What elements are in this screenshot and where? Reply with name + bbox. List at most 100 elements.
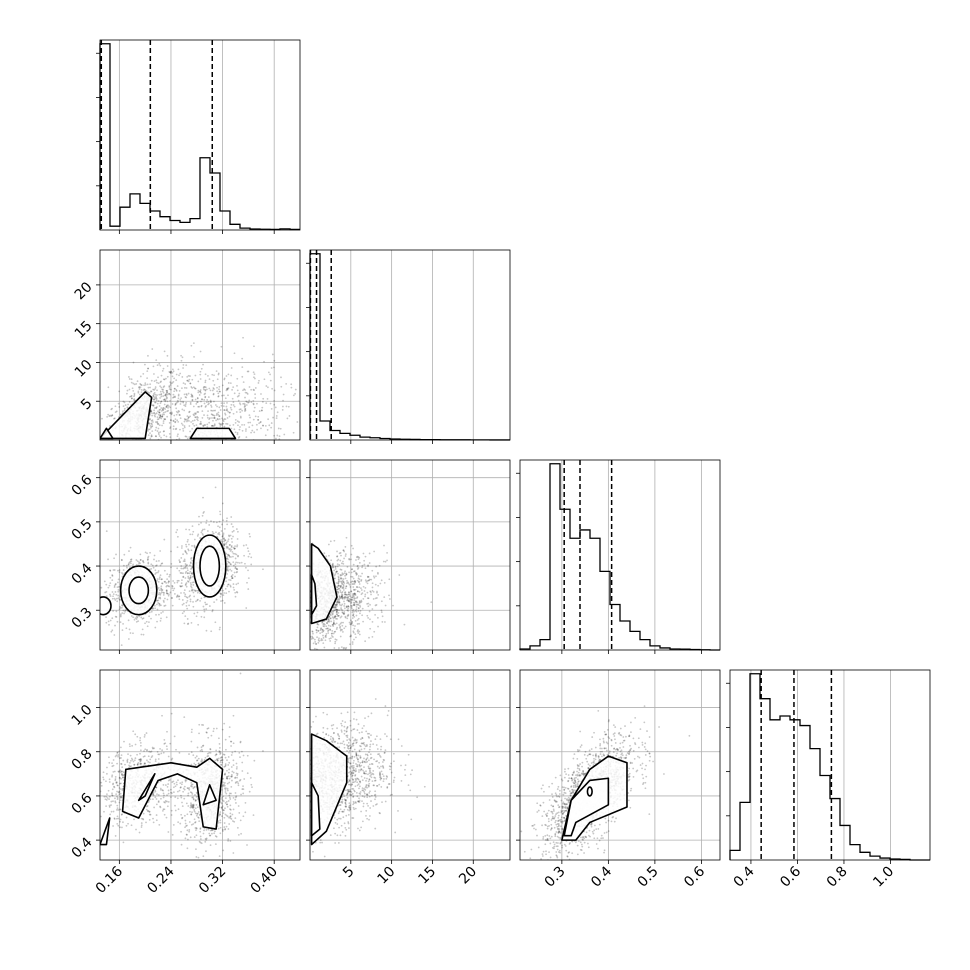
scatter-point: [179, 403, 182, 405]
scatter-point: [203, 398, 206, 401]
scatter-point: [370, 578, 373, 581]
scatter-point: [191, 448, 193, 450]
scatter-point: [190, 386, 193, 388]
scatter-point: [152, 607, 155, 610]
scatter-point: [112, 595, 114, 598]
scatter-point: [216, 417, 219, 420]
scatter-point: [168, 585, 171, 588]
scatter-point: [170, 370, 173, 373]
scatter-point: [343, 597, 346, 600]
scatter-point: [177, 397, 180, 400]
scatter-point: [237, 424, 239, 427]
scatter-point: [361, 607, 364, 610]
scatter-point: [175, 407, 178, 410]
scatter-point: [212, 521, 215, 523]
scatter-point: [369, 627, 372, 630]
scatter-point: [260, 409, 263, 412]
scatter-point: [250, 388, 253, 391]
scatter-point: [133, 394, 136, 396]
scatter-point: [207, 410, 209, 413]
scatter-point: [305, 646, 307, 648]
scatter-point: [202, 386, 205, 389]
scatter-point: [200, 597, 203, 600]
scatter-point: [127, 443, 129, 445]
scatter-point: [148, 428, 151, 431]
scatter-point: [129, 632, 132, 634]
scatter-point: [190, 621, 193, 624]
scatter-point: [267, 386, 269, 389]
scatter-point: [173, 581, 176, 584]
histogram-steps-p2: [519, 463, 720, 651]
scatter-point: [211, 441, 213, 443]
scatter-point: [264, 424, 267, 427]
scatter-point: [361, 564, 364, 567]
scatter-point: [160, 752, 163, 755]
scatter-point: [112, 448, 114, 450]
scatter-point: [336, 588, 339, 591]
scatter-point: [224, 587, 227, 590]
scatter-point: [293, 593, 295, 595]
scatter-point: [286, 454, 288, 456]
scatter-point: [321, 621, 324, 624]
scatter-point: [193, 387, 196, 390]
scatter-point: [263, 626, 265, 628]
scatter-point: [163, 601, 165, 603]
scatter-point: [253, 410, 255, 413]
scatter-point: [307, 613, 309, 615]
scatter-point: [86, 432, 88, 434]
scatter-point: [213, 601, 216, 604]
scatter-point: [139, 562, 141, 565]
scatter-point: [155, 397, 158, 400]
scatter-point: [152, 607, 154, 609]
scatter-point: [123, 774, 125, 776]
scatter-point: [166, 800, 168, 803]
scatter-point: [217, 395, 220, 398]
scatter-point: [170, 758, 173, 761]
scatter-point: [337, 615, 340, 617]
scatter-point: [371, 589, 374, 592]
scatter-point: [165, 404, 168, 407]
scatter-point: [223, 544, 226, 546]
axes-frame: [99, 39, 301, 231]
scatter-point: [166, 592, 169, 595]
scatter-point: [128, 764, 130, 767]
scatter-point: [306, 626, 308, 628]
scatter-point: [264, 434, 267, 437]
scatter-point: [180, 359, 183, 362]
scatter-point: [115, 410, 118, 413]
scatter-point: [229, 534, 232, 537]
scatter-point: [234, 566, 237, 568]
scatter-point: [187, 538, 189, 541]
scatter-point: [302, 600, 304, 602]
scatter-point: [324, 427, 326, 429]
scatter-point: [210, 409, 212, 412]
scatter-point: [187, 392, 190, 395]
scatter-point: [104, 452, 106, 454]
scatter-point: [232, 404, 235, 406]
scatter-point: [219, 626, 221, 629]
scatter-point: [335, 570, 338, 573]
scatter-point: [164, 394, 167, 397]
scatter-point: [135, 456, 137, 458]
scatter-point: [161, 413, 164, 416]
scatter-point: [342, 647, 345, 650]
scatter-point: [150, 435, 153, 438]
scatter-point: [147, 810, 149, 813]
scatter-point: [175, 379, 178, 382]
scatter-point: [140, 442, 142, 444]
scatter-point: [280, 385, 283, 388]
scatter-point: [107, 620, 110, 623]
scatter-point: [345, 605, 348, 608]
scatter-point: [153, 411, 156, 414]
scatter-point: [284, 624, 286, 626]
scatter-point: [357, 607, 360, 609]
scatter-point: [150, 422, 153, 425]
scatter-point: [186, 564, 189, 566]
scatter-point: [200, 454, 202, 456]
scatter-point: [336, 559, 339, 562]
scatter-point: [359, 612, 361, 615]
scatter-point: [195, 412, 197, 415]
scatter-point: [325, 555, 328, 558]
scatter-point: [335, 622, 338, 625]
scatter-point: [294, 614, 296, 616]
